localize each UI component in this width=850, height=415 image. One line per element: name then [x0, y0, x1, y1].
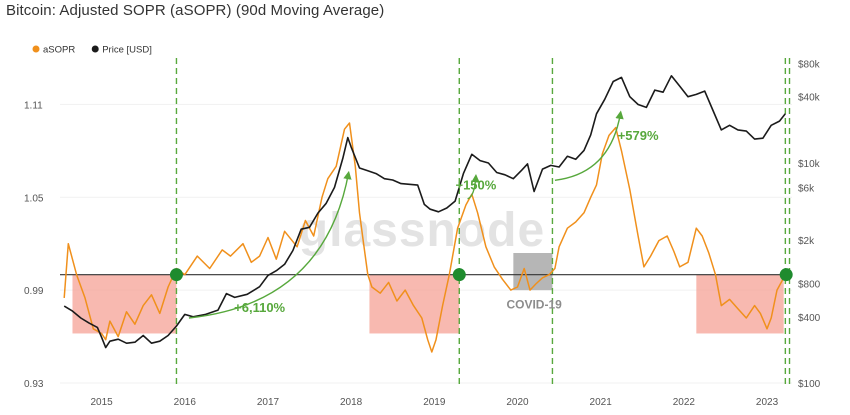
intersection-markers-layer — [169, 268, 793, 282]
covid-label: COVID-19 — [506, 298, 562, 312]
asopr-line — [63, 122, 785, 353]
y-left-tick-label: 0.93 — [24, 379, 44, 390]
legend-swatch — [32, 45, 40, 53]
y-left-tick-label: 0.99 — [24, 286, 44, 297]
y-right-tick-label: $40k — [798, 93, 821, 104]
x-tick-label: 2021 — [590, 397, 613, 408]
x-tick-label: 2018 — [340, 397, 363, 408]
intersection-marker — [779, 268, 793, 282]
annotations-layer: +6,110% +150% +579% COVID-19 — [234, 128, 659, 315]
y-right-tick-label: $6k — [798, 183, 815, 194]
intersection-marker — [452, 268, 466, 282]
y-right-tick-label: $10k — [798, 159, 821, 170]
gain-annotation: +579% — [618, 128, 659, 143]
legend-layer: aSOPR Price [USD] — [32, 45, 152, 56]
chart-title: Bitcoin: Adjusted SOPR (aSOPR) (90d Movi… — [6, 2, 385, 19]
growth-arrow — [188, 170, 352, 319]
grid-layer — [60, 103, 792, 384]
x-tick-label: 2015 — [90, 397, 113, 408]
y-right-tick-label: $400 — [798, 313, 821, 324]
y-right-tick-label: $800 — [798, 280, 821, 291]
x-tick-label: 2020 — [506, 397, 529, 408]
covid-gray-region — [513, 253, 553, 291]
legend-label: Price [USD] — [102, 45, 152, 56]
red-shaded-region — [72, 274, 177, 334]
chart-svg: glassnode +6,110% +150% +579% COVID-19 0.93… — [24, 45, 821, 409]
arrows-layer — [188, 110, 624, 319]
shaded-regions-layer — [72, 253, 784, 334]
price-line — [63, 75, 786, 349]
x-tick-label: 2023 — [756, 397, 779, 408]
chart-frame: glassnode +6,110% +150% +579% COVID-19 0.93… — [22, 38, 840, 410]
axes-layer: 0.93 0.99 1.05 1.11 $100 $400 $800 $2k $6k $10k $4… — [24, 60, 821, 408]
legend-label: aSOPR — [43, 45, 75, 56]
y-left-tick-label: 1.11 — [24, 100, 43, 111]
intersection-marker — [169, 268, 183, 282]
x-tick-label: 2022 — [673, 397, 696, 408]
series-layer — [63, 75, 786, 353]
x-tick-label: 2019 — [423, 397, 446, 408]
red-shaded-region — [696, 274, 784, 334]
y-right-tick-label: $2k — [798, 236, 815, 247]
growth-arrow — [467, 173, 480, 200]
gain-annotation: +150% — [455, 178, 496, 193]
y-right-tick-label: $100 — [798, 379, 821, 390]
x-tick-label: 2017 — [257, 397, 280, 408]
watermark: glassnode — [299, 204, 545, 257]
x-tick-label: 2016 — [174, 397, 197, 408]
red-shaded-region — [369, 274, 460, 334]
y-left-tick-label: 1.05 — [24, 193, 44, 204]
gain-annotation: +6,110% — [234, 300, 285, 315]
legend-swatch — [91, 45, 99, 53]
y-right-tick-label: $80k — [798, 60, 821, 71]
growth-arrow — [554, 110, 624, 181]
